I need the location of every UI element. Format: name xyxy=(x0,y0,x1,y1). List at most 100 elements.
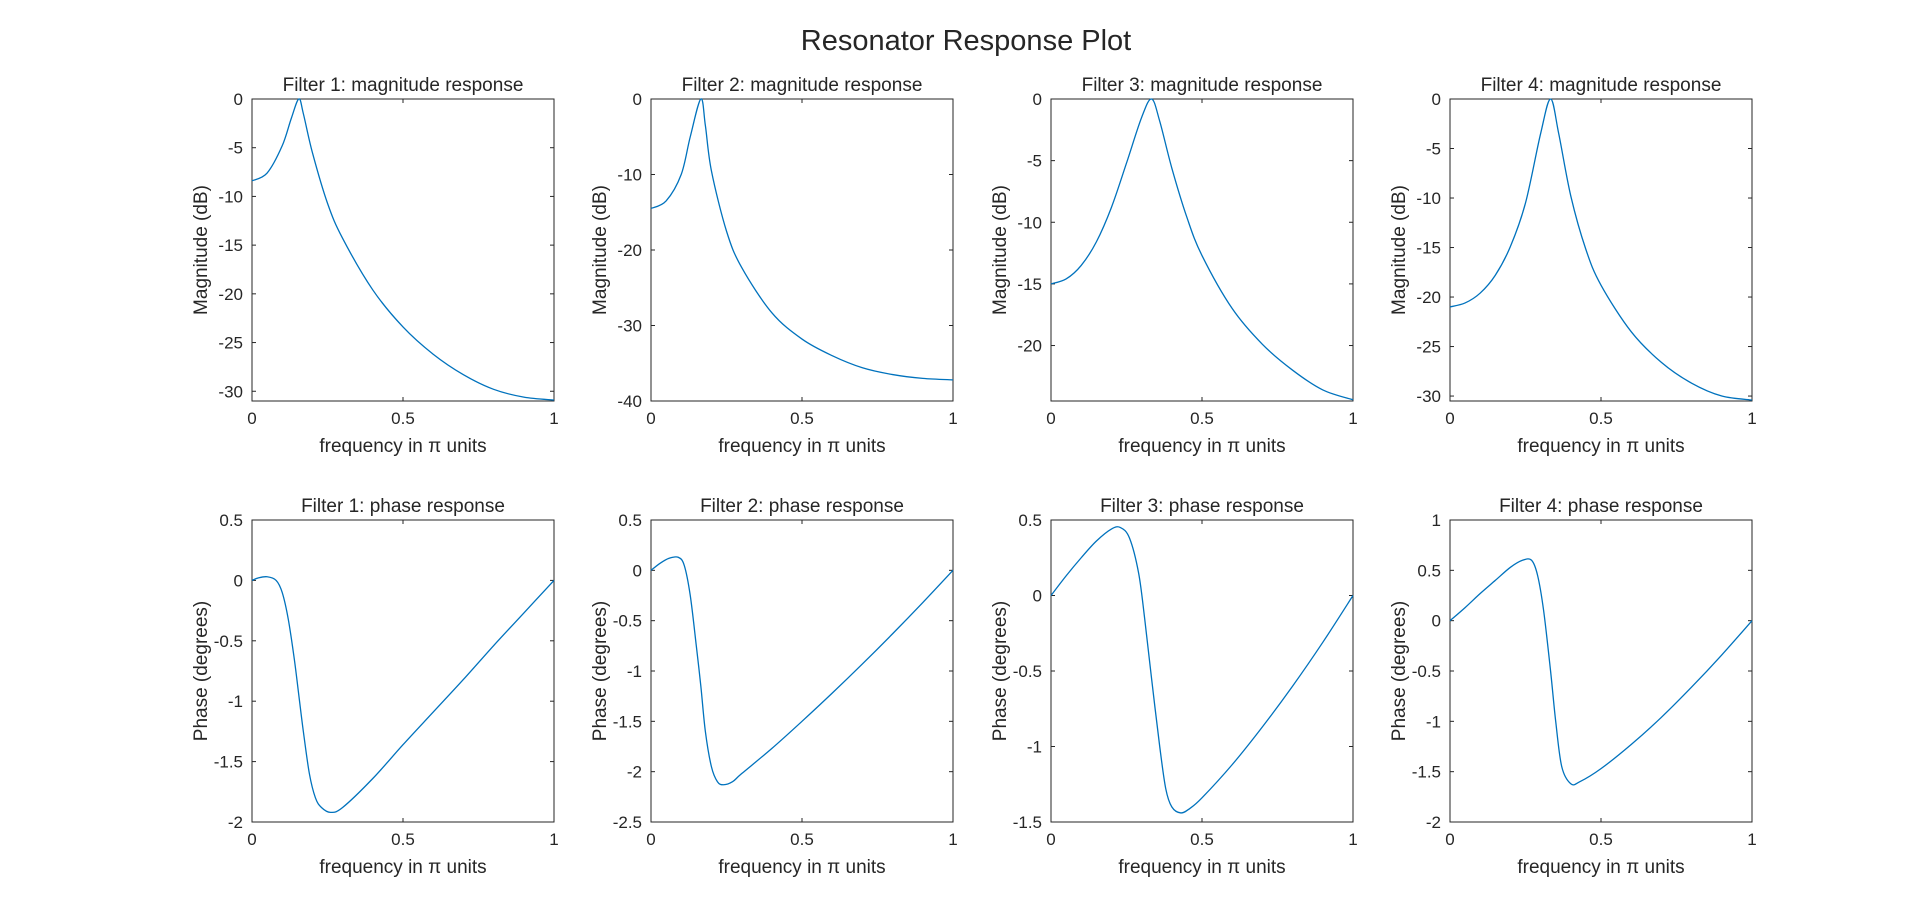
filter-1-phase-ytick-label: 0 xyxy=(234,571,243,590)
filter-2-magnitude-xtick-label: 1 xyxy=(948,409,957,428)
filter-3-magnitude-ytick-label: -15 xyxy=(1017,275,1042,294)
filter-4-phase-xtick-label: 0.5 xyxy=(1589,830,1613,849)
filter-3-phase-series-line xyxy=(1050,526,1354,814)
filter-2-phase-title: Filter 2: phase response xyxy=(700,496,904,517)
filter-1-magnitude-ytick-label: -10 xyxy=(218,187,243,206)
filter-4-phase-title: Filter 4: phase response xyxy=(1499,496,1703,517)
filter-1-phase-ytick-label: -1.5 xyxy=(214,753,243,772)
filter-3-magnitude-axes-box xyxy=(1050,98,1354,402)
filter-4-magnitude-series-line xyxy=(1449,98,1753,401)
filter-4-magnitude-ytick-label: -25 xyxy=(1416,338,1441,357)
filter-2-magnitude-ytick-label: -30 xyxy=(617,317,642,336)
filter-4-phase-series-line xyxy=(1449,558,1753,786)
filter-1-magnitude-xtick-label: 0 xyxy=(247,409,256,428)
filter-4-magnitude-ytick-label: -20 xyxy=(1416,288,1441,307)
filter-3-phase-ytick-label: 0 xyxy=(1033,587,1042,606)
filter-2-magnitude-ytick-label: 0 xyxy=(633,90,642,109)
filter-1-phase-ylabel: Phase (degrees) xyxy=(191,601,212,741)
filter-4-magnitude-xlabel: frequency in π units xyxy=(1517,436,1684,457)
filter-1-phase-ytick-label: -2 xyxy=(228,813,243,832)
filter-3-magnitude-ylabel: Magnitude (dB) xyxy=(990,185,1011,315)
filter-1-phase-xtick-label: 0 xyxy=(247,830,256,849)
filter-3-magnitude-ytick-label: 0 xyxy=(1033,90,1042,109)
filter-4-phase-xlabel: frequency in π units xyxy=(1517,857,1684,878)
filter-2-phase-series-line xyxy=(650,556,954,786)
filter-3-phase-ytick-label: -1 xyxy=(1027,738,1042,757)
filter-2-phase-ytick-label: -2.5 xyxy=(613,813,642,832)
filter-3-phase-subplot: 0 0.5 1 -1.5 -1 -0.5 0 0.5 Filter 3: phase respo… xyxy=(990,496,1358,878)
filter-2-magnitude-ytick-label: -10 xyxy=(617,166,642,185)
filter-3-phase-xlabel: frequency in π units xyxy=(1118,857,1285,878)
filter-4-phase-ytick-label: -1.5 xyxy=(1412,763,1441,782)
filter-3-magnitude-ytick-label: -20 xyxy=(1017,337,1042,356)
filter-2-phase-xtick-label: 0 xyxy=(646,830,655,849)
filter-3-phase-xtick-label: 0 xyxy=(1046,830,1055,849)
filter-1-phase-ytick-label: 0.5 xyxy=(219,511,243,530)
filter-1-magnitude-ytick-label: 0 xyxy=(234,90,243,109)
filter-4-magnitude-subplot: 0 0.5 1 -30 -25 -20 -15 -10 -5 0 Filter 4: magnitu… xyxy=(1389,75,1757,457)
filter-1-magnitude-ytick-label: -30 xyxy=(218,382,243,401)
filter-1-phase-ytick-label: -1 xyxy=(228,692,243,711)
filter-1-phase-series-line xyxy=(251,576,555,814)
filter-2-magnitude-ytick-label: -40 xyxy=(617,392,642,411)
filter-4-magnitude-ytick-label: -5 xyxy=(1426,140,1441,159)
filter-2-phase-ytick-label: 0.5 xyxy=(618,511,642,530)
filter-2-phase-xtick-label: 0.5 xyxy=(790,830,814,849)
filter-1-magnitude-ytick-label: -15 xyxy=(218,236,243,255)
filter-1-magnitude-subplot: 0 0.5 1 -30 -25 -20 -15 -10 -5 0 Filter 1: magnitu… xyxy=(191,75,559,457)
figure-title: Resonator Response Plot xyxy=(801,25,1131,57)
filter-4-magnitude-ytick-label: 0 xyxy=(1432,90,1441,109)
filter-2-magnitude-ylabel: Magnitude (dB) xyxy=(590,185,611,315)
filter-2-magnitude-ytick-label: -20 xyxy=(617,241,642,260)
filter-1-phase-xtick-label: 1 xyxy=(549,830,558,849)
filter-4-phase-ytick-label: -1 xyxy=(1426,712,1441,731)
filter-2-magnitude-xtick-label: 0.5 xyxy=(790,409,814,428)
filter-2-phase-ytick-label: 0 xyxy=(633,561,642,580)
filter-3-phase-ylabel: Phase (degrees) xyxy=(990,601,1011,741)
filter-4-magnitude-xtick-label: 1 xyxy=(1747,409,1756,428)
filter-3-magnitude-xtick-label: 0.5 xyxy=(1190,409,1214,428)
filter-3-magnitude-ytick-label: -5 xyxy=(1027,152,1042,171)
filter-2-phase-ytick-label: -0.5 xyxy=(613,612,642,631)
filter-3-magnitude-xtick-label: 1 xyxy=(1348,409,1357,428)
filter-2-phase-ytick-label: -1.5 xyxy=(613,712,642,731)
filter-3-phase-ytick-label: -0.5 xyxy=(1013,662,1042,681)
filter-4-magnitude-xtick-label: 0.5 xyxy=(1589,409,1613,428)
filter-2-phase-ytick-label: -2 xyxy=(627,763,642,782)
filter-2-phase-xlabel: frequency in π units xyxy=(718,857,885,878)
filter-2-phase-axes-box xyxy=(650,519,954,823)
filter-1-magnitude-xlabel: frequency in π units xyxy=(319,436,486,457)
filter-4-magnitude-xtick-label: 0 xyxy=(1445,409,1454,428)
filter-4-phase-subplot: 0 0.5 1 -2 -1.5 -1 -0.5 0 0.5 1 Filter 4: phase re… xyxy=(1389,496,1757,878)
filter-4-magnitude-ylabel: Magnitude (dB) xyxy=(1389,185,1410,315)
filter-2-magnitude-subplot: 0 0.5 1 -40 -30 -20 -10 0 Filter 2: magnitude re… xyxy=(590,75,958,457)
filter-4-phase-xtick-label: 1 xyxy=(1747,830,1756,849)
filter-1-magnitude-xtick-label: 0.5 xyxy=(391,409,415,428)
filter-3-phase-xtick-label: 0.5 xyxy=(1190,830,1214,849)
filter-2-phase-ytick-label: -1 xyxy=(627,662,642,681)
filter-2-magnitude-title: Filter 2: magnitude response xyxy=(682,75,923,96)
filter-4-phase-xtick-label: 0 xyxy=(1445,830,1454,849)
filter-3-phase-ytick-label: 0.5 xyxy=(1018,511,1042,530)
filter-1-magnitude-axes-box xyxy=(251,98,555,402)
filter-4-phase-ytick-label: -0.5 xyxy=(1412,662,1441,681)
filter-4-magnitude-ytick-label: -15 xyxy=(1416,239,1441,258)
filter-3-magnitude-xlabel: frequency in π units xyxy=(1118,436,1285,457)
filter-2-magnitude-xlabel: frequency in π units xyxy=(718,436,885,457)
filter-4-magnitude-ytick-label: -30 xyxy=(1416,387,1441,406)
filter-3-phase-axes-box xyxy=(1050,519,1354,823)
filter-1-magnitude-ytick-label: -5 xyxy=(228,139,243,158)
filter-1-magnitude-xtick-label: 1 xyxy=(549,409,558,428)
filter-4-phase-ytick-label: 0.5 xyxy=(1417,561,1441,580)
filter-4-phase-ytick-label: -2 xyxy=(1426,813,1441,832)
filter-1-magnitude-series-line xyxy=(251,98,555,401)
filter-3-magnitude-series-line xyxy=(1050,98,1354,401)
filter-1-magnitude-ytick-label: -20 xyxy=(218,285,243,304)
filter-1-phase-ytick-label: -0.5 xyxy=(214,632,243,651)
filter-3-magnitude-xtick-label: 0 xyxy=(1046,409,1055,428)
filter-3-phase-ytick-label: -1.5 xyxy=(1013,813,1042,832)
filter-3-magnitude-title: Filter 3: magnitude response xyxy=(1082,75,1323,96)
filter-2-phase-subplot: 0 0.5 1 -2.5 -2 -1.5 -1 -0.5 0 0.5 Filter 2: phase… xyxy=(590,496,958,878)
